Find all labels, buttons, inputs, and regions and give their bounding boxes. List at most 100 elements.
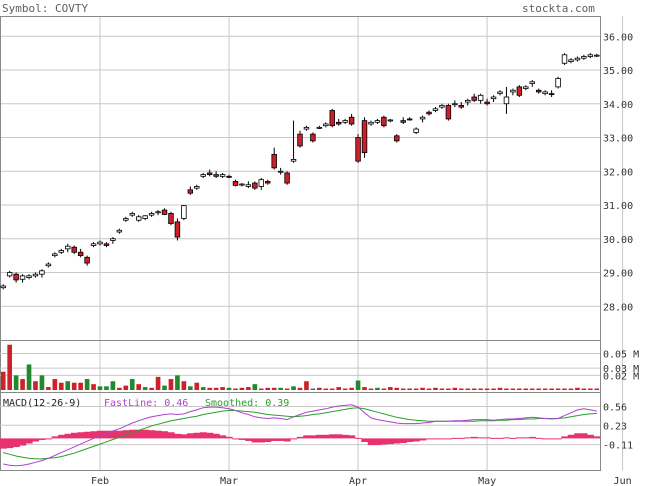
volume-bar [84,379,90,390]
macd-histogram-bar [245,438,253,441]
macd-histogram-bar [0,438,7,449]
volume-bar [194,382,200,390]
volume-bar [362,387,367,390]
volume-bar [536,388,542,390]
candle-body [123,218,129,221]
macd-histogram-bar [83,431,91,439]
y-tick-label: 35.00 [603,66,633,77]
volume-bar [478,388,483,390]
macd-histogram-bar [258,438,265,443]
candle-body [232,180,239,186]
volume-bar [529,388,535,390]
candle-body [284,172,290,184]
volume-bar [26,364,32,390]
brand-label[interactable]: stockta.com [522,2,595,15]
candle-body [252,182,258,189]
macd-histogram-bar [303,435,311,439]
macd-histogram-bar [516,437,523,439]
candle-body [426,111,432,115]
volume-bar [523,388,529,390]
volume-bar [407,388,412,390]
y-tick-label: 30.00 [603,235,633,246]
volume-bar [129,379,135,390]
symbol-value: COVTY [54,2,89,15]
volume-bar [471,388,477,390]
volume-bar [207,387,212,390]
volume-bar [284,388,290,390]
macd-histogram-bar [264,438,272,442]
volume-bar [46,387,51,390]
volume-bar [310,388,316,390]
candle-body [561,54,568,64]
macd-histogram-bar [529,436,536,439]
candle-body [226,175,232,178]
candle-body [419,116,426,120]
candle-body [542,91,548,95]
volume-bar [110,381,116,390]
candle-body [148,213,155,216]
volume-bar [484,388,490,390]
volume-bar [542,388,548,390]
candle-body [432,108,439,111]
volume-bar [168,379,174,390]
macd-title: MACD(12-26-9) [3,398,81,409]
macd-histogram-bar [296,436,304,439]
candle-body [587,54,594,57]
macd-histogram-bar [535,437,543,439]
candle-body [213,174,219,177]
macd-histogram-bar [380,438,388,445]
macd-histogram-bar [335,434,343,439]
volume-bar [117,387,122,390]
volume-bar [213,387,219,390]
macd-histogram-bar [580,433,588,439]
volume-bar [52,379,58,390]
macd-histogram-bar [341,434,349,439]
macd-histogram-bar [219,435,227,439]
candle-body [52,253,58,257]
macd-histogram-bar [180,434,188,439]
candle-body [58,250,65,253]
candle-body [116,229,123,233]
candle-body [45,263,52,267]
macd-histogram-bar [103,430,111,439]
volume-bar [246,387,251,390]
candle-body [329,110,335,127]
macd-histogram-bar [412,438,420,442]
x-tick-label: Jun [614,476,632,486]
macd-histogram-bar [477,437,485,439]
volume-bar [400,388,406,390]
candle-body [548,93,555,96]
macd-histogram-bar [283,438,291,442]
candle-body [348,116,355,125]
candle-body [381,116,387,127]
macd-histogram-bar [496,437,504,439]
volume-bar [555,388,561,390]
x-tick-label: May [478,476,496,486]
volume-bar [317,387,322,390]
candle-body [297,133,303,147]
candle-body [477,94,484,101]
volume-bar [136,384,142,390]
volume-bar [71,382,77,390]
candle-body [406,118,413,121]
macd-histogram-bar [567,434,575,439]
candle-body [110,238,116,241]
candle-body [581,56,587,59]
panel-frame [0,392,601,471]
volume-bar [323,388,329,390]
y-tick-label: 28.00 [603,302,633,313]
volume-tick-label: 0.02 M [603,371,639,382]
candle-body [135,216,142,221]
candle-body [361,120,368,154]
candle-body [535,89,542,93]
volume-tick-label: 0.05 M [603,349,639,360]
macd-histogram-bar [451,437,459,439]
macd-histogram-bar [6,438,14,449]
candle-body [374,120,381,123]
macd-histogram-bar [32,438,40,442]
macd-histogram-bar [483,437,491,439]
y-tick-label: 36.00 [603,32,633,43]
macd-histogram-bar [387,438,394,445]
candle-body [458,105,465,108]
macd-histogram-bar [354,437,362,439]
